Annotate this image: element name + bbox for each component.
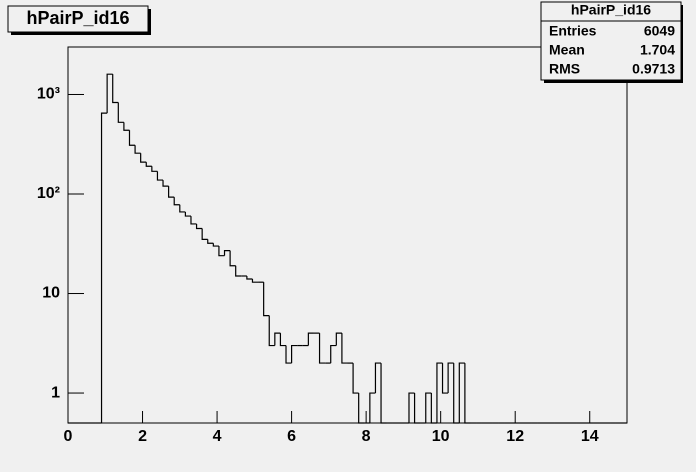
stats-box	[540, 1, 682, 81]
histogram-bin	[436, 362, 443, 423]
histogram-bin	[430, 393, 437, 424]
histogram-bin	[235, 265, 242, 277]
histogram-bin	[374, 362, 382, 394]
histogram-bin	[285, 345, 292, 364]
histogram-bin	[380, 363, 387, 424]
histogram-bin	[447, 362, 454, 394]
histogram-bin	[369, 392, 376, 423]
x-tick-label: 8	[362, 428, 371, 445]
y-tick-label: 10	[42, 285, 60, 302]
histogram-bin	[279, 333, 287, 347]
histogram-bin	[201, 228, 208, 240]
histogram-bin	[352, 363, 359, 394]
chart-title: hPairP_id16	[26, 8, 129, 28]
histogram-bin	[195, 223, 203, 230]
histogram-bin	[151, 166, 158, 172]
histogram-bin	[179, 204, 186, 213]
histogram-bin	[112, 74, 119, 104]
title-box	[7, 5, 149, 33]
histogram-bin	[128, 130, 136, 146]
histogram-bin	[251, 278, 259, 283]
stats-label: Entries	[549, 23, 597, 39]
histogram-bin	[212, 243, 219, 247]
histogram-bin	[268, 315, 275, 347]
y-tick-label: 1	[51, 384, 60, 401]
histogram-bin	[168, 186, 175, 198]
histogram-bin	[263, 282, 270, 317]
histogram-bin	[307, 332, 314, 346]
x-tick-label: 10	[432, 428, 450, 445]
histogram-bin	[335, 332, 342, 346]
frame	[67, 46, 628, 424]
x-tick-label: 2	[138, 428, 147, 445]
histogram-bin	[184, 211, 191, 217]
histogram-bin	[358, 393, 365, 424]
x-tick-label: 6	[287, 428, 296, 445]
x-tick-label: 4	[213, 428, 222, 445]
histogram-bin	[223, 249, 231, 256]
histogram-bin	[218, 246, 225, 257]
stats-value: 6049	[644, 23, 675, 39]
stats-title: hPairP_id16	[571, 2, 651, 18]
histogram-bin	[173, 197, 180, 206]
histogram-bin	[425, 392, 432, 423]
stats-value: 0.9713	[632, 61, 675, 77]
histogram-bin	[123, 122, 130, 131]
histogram-bin	[229, 250, 236, 267]
histogram-bin	[274, 332, 281, 346]
histogram-bin	[330, 344, 337, 364]
histogram-bin	[318, 333, 326, 364]
histogram-bin	[413, 393, 421, 424]
stats-value: 1.704	[640, 42, 675, 58]
histogram-bin	[106, 73, 113, 114]
histogram-bin	[458, 362, 465, 423]
histogram-bin	[145, 162, 152, 167]
stats-label: RMS	[549, 61, 580, 77]
histogram-bin	[190, 216, 197, 225]
histogram-bin	[341, 333, 348, 364]
histogram-bin	[441, 363, 449, 394]
histogram-bin	[100, 112, 108, 423]
histogram-bin	[408, 392, 415, 423]
histogram-bin	[156, 171, 164, 181]
histogram-bin	[207, 239, 214, 244]
histogram-bin	[117, 102, 124, 123]
histogram-bin	[162, 180, 169, 187]
histogram-bin	[453, 363, 460, 424]
histogram-bin	[291, 344, 298, 364]
histogram-bin	[246, 275, 253, 280]
x-tick-label: 14	[581, 428, 599, 445]
histogram-bin	[464, 363, 471, 424]
y-tick-label: 10²	[37, 185, 60, 202]
histogram-bin	[140, 153, 147, 163]
x-tick-label: 12	[506, 428, 524, 445]
stats-label: Mean	[549, 42, 585, 58]
histogram-bin	[134, 145, 141, 154]
x-tick-label: 0	[64, 428, 73, 445]
y-tick-label: 10³	[37, 86, 60, 103]
